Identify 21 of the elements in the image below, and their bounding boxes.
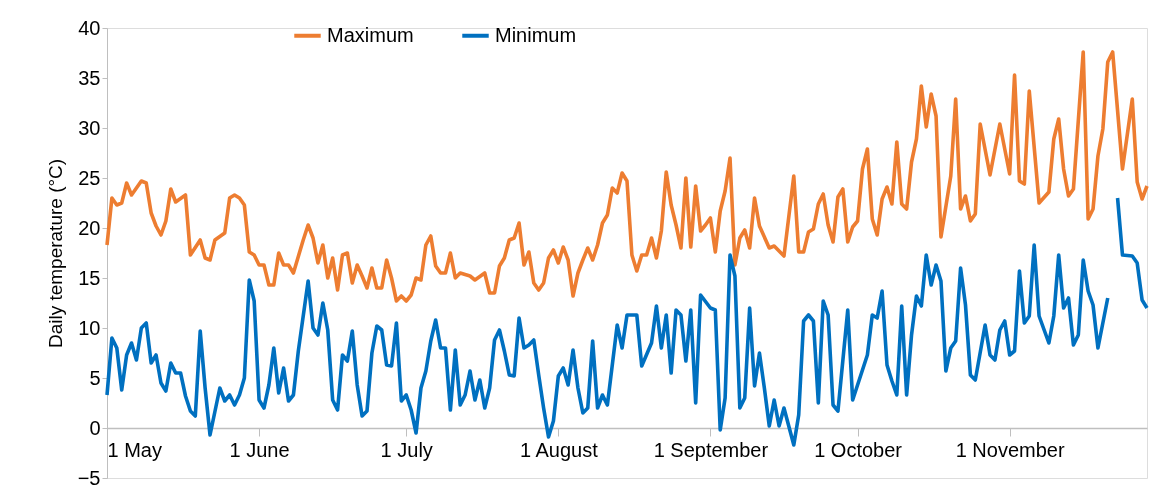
x-tick-label: 1 May xyxy=(107,438,162,461)
legend-label: Minimum xyxy=(495,23,577,46)
legend-label: Maximum xyxy=(327,23,414,46)
y-tick-label: −5 xyxy=(77,466,101,488)
y-tick-label: 25 xyxy=(78,166,101,189)
y-axis-title: Daily temperature (°C) xyxy=(44,158,66,349)
y-tick-label: 30 xyxy=(78,116,101,139)
x-tick-label: 1 October xyxy=(814,438,903,461)
x-tick-label: 1 August xyxy=(519,438,599,461)
x-tick-label: 1 November xyxy=(955,438,1065,461)
x-tick-label: 1 September xyxy=(653,438,769,461)
x-tick-label: 1 June xyxy=(229,438,290,461)
y-tick-label: 35 xyxy=(78,66,101,89)
y-tick-label: 20 xyxy=(78,216,101,239)
x-tick-label: 1 July xyxy=(380,438,433,461)
y-tick-label: 0 xyxy=(89,416,101,439)
y-tick-label: 10 xyxy=(78,316,101,339)
y-tick-label: 40 xyxy=(78,16,101,39)
y-tick-label: 5 xyxy=(89,366,101,389)
y-tick-label: 15 xyxy=(78,266,101,289)
line-series xyxy=(105,50,1149,303)
